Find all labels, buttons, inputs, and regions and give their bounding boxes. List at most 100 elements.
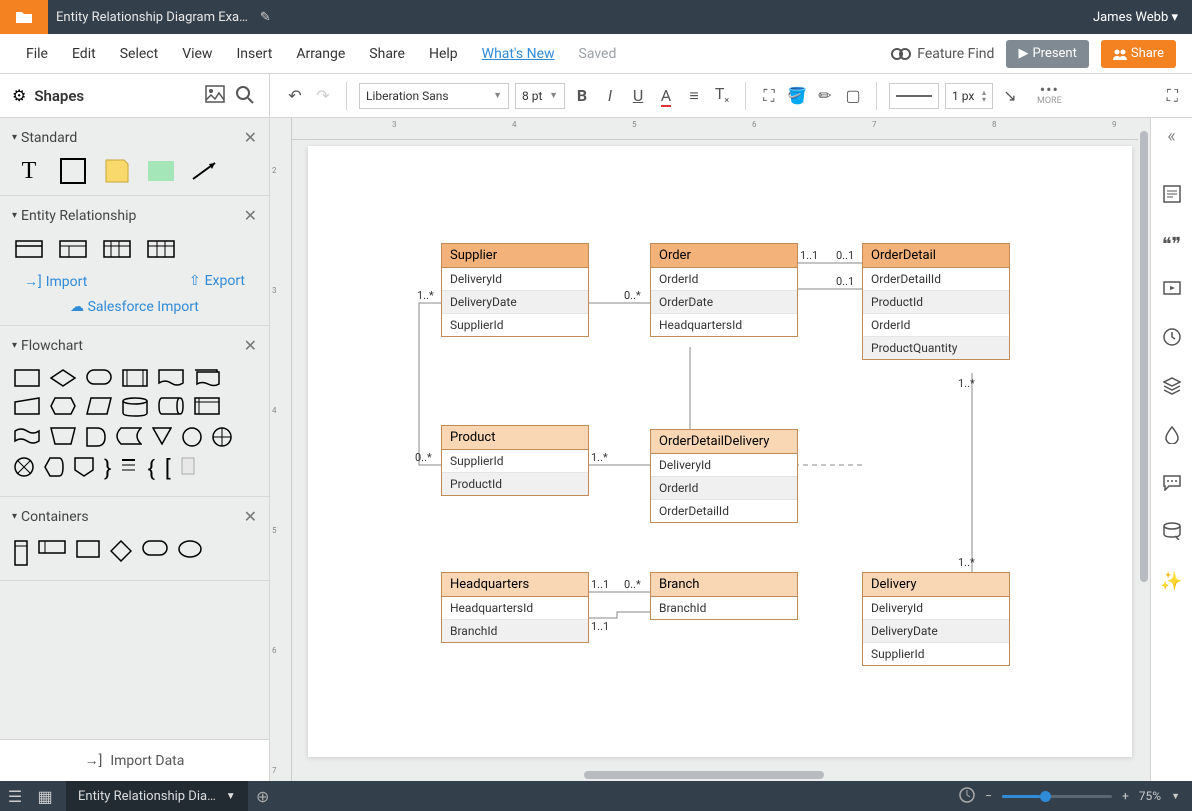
zoom-in-icon[interactable]: + [1122, 789, 1129, 803]
cont-2[interactable] [38, 540, 66, 554]
bold-icon[interactable]: B [571, 86, 593, 105]
er-shape-4[interactable] [146, 239, 176, 259]
italic-icon[interactable]: I [599, 86, 621, 105]
fc-multidoc[interactable] [194, 369, 220, 387]
menu-whats-new[interactable]: What's New [472, 40, 565, 68]
menu-select[interactable]: Select [110, 40, 168, 68]
undo-icon[interactable]: ↶ [284, 86, 306, 105]
fc-manualinput[interactable] [14, 397, 40, 415]
line-style-select[interactable] [889, 83, 939, 109]
canvas[interactable]: SupplierDeliveryIdDeliveryDateSupplierId… [292, 140, 1150, 769]
cont-5[interactable] [142, 540, 168, 556]
close-icon[interactable]: ✕ [244, 206, 257, 225]
more-button[interactable]: •••MORE [1037, 86, 1062, 106]
zoom-slider[interactable] [1002, 795, 1112, 798]
menu-help[interactable]: Help [419, 40, 468, 68]
er-shape-3[interactable] [102, 239, 132, 259]
image-icon[interactable] [205, 85, 227, 107]
panel-er-title[interactable]: Entity Relationship [21, 208, 136, 224]
close-icon[interactable]: ✕ [244, 128, 257, 147]
line-options-icon[interactable]: ↘ [999, 86, 1021, 105]
fc-internalstorage[interactable] [194, 397, 220, 415]
er-shape-2[interactable] [58, 239, 88, 259]
menu-edit[interactable]: Edit [62, 40, 106, 68]
er-shape-1[interactable] [14, 239, 44, 259]
close-icon[interactable]: ✕ [244, 336, 257, 355]
zoom-fit-icon[interactable] [959, 787, 975, 806]
layers-icon[interactable] [1163, 377, 1181, 400]
chat-icon[interactable] [1163, 475, 1181, 496]
data-icon[interactable] [1163, 522, 1181, 545]
fc-brace-r[interactable]: } [104, 457, 111, 482]
fc-database[interactable] [122, 397, 148, 417]
fill-icon[interactable]: 🪣 [786, 86, 808, 105]
fc-merge[interactable] [152, 427, 172, 445]
cont-4[interactable] [110, 540, 132, 562]
zoom-out-icon[interactable]: − [985, 789, 992, 803]
fc-papertape[interactable] [14, 427, 40, 445]
export-link[interactable]: ⇧Export [189, 273, 245, 290]
clear-format-icon[interactable]: T× [711, 84, 733, 106]
feature-find[interactable]: Feature Find [891, 46, 994, 62]
fc-connector[interactable] [182, 427, 202, 447]
fc-delay[interactable] [86, 427, 106, 447]
border-icon[interactable]: ✏ [814, 86, 836, 105]
panel-flowchart-title[interactable]: Flowchart [21, 338, 83, 354]
fc-terminator[interactable] [86, 369, 112, 385]
redo-icon[interactable]: ↷ [312, 86, 334, 105]
fullscreen-icon[interactable]: ⛶ [1167, 86, 1178, 106]
fc-document[interactable] [158, 369, 184, 387]
horizontal-scrollbar[interactable] [292, 769, 1150, 781]
user-menu[interactable]: James Webb ▾ [1093, 10, 1192, 25]
note-shape[interactable] [102, 161, 132, 181]
panel-standard-title[interactable]: Standard [21, 130, 77, 146]
history-icon[interactable] [1163, 328, 1181, 351]
fc-display[interactable] [44, 457, 64, 477]
textcolor-icon[interactable]: A [655, 86, 677, 105]
line-width-select[interactable]: 1 px▴▾ [945, 83, 993, 109]
collapse-icon[interactable]: « [1167, 126, 1175, 147]
cont-6[interactable] [178, 540, 202, 558]
menu-arrange[interactable]: Arrange [286, 40, 355, 68]
vertical-scrollbar[interactable] [1138, 118, 1150, 781]
import-data-button[interactable]: →]Import Data [0, 739, 269, 781]
fc-directdata[interactable] [158, 397, 184, 415]
quote-icon[interactable]: ❝❞ [1162, 234, 1181, 255]
search-icon[interactable] [235, 85, 257, 107]
underline-icon[interactable]: U [627, 86, 649, 105]
fc-process[interactable] [14, 369, 40, 387]
grid-icon[interactable]: ▦ [30, 787, 60, 806]
import-link[interactable]: →]Import [24, 273, 87, 290]
panel-containers-title[interactable]: Containers [21, 509, 89, 525]
text-shape[interactable]: T [14, 161, 44, 181]
block-shape[interactable] [146, 161, 176, 181]
rect-shape[interactable] [58, 161, 88, 181]
align-icon[interactable]: ≡ [683, 86, 705, 106]
menu-file[interactable]: File [16, 40, 58, 68]
fc-decision[interactable] [50, 369, 76, 387]
fc-card[interactable] [181, 457, 195, 475]
fc-manualop[interactable] [50, 427, 76, 445]
menu-share[interactable]: Share [359, 40, 415, 68]
page-tab[interactable]: Entity Relationship Dia…▼ [66, 781, 248, 811]
folder-icon[interactable] [0, 0, 48, 34]
fc-note[interactable] [121, 457, 137, 473]
present-icon[interactable] [1163, 281, 1181, 302]
fc-predefined[interactable] [122, 369, 148, 387]
drop-icon[interactable] [1165, 426, 1179, 449]
fc-bracket[interactable]: [ [165, 457, 171, 482]
crop-icon[interactable]: ⛶ [758, 86, 780, 106]
outline-icon[interactable]: ☰ [0, 787, 30, 806]
cont-1[interactable] [14, 540, 28, 566]
document-title[interactable]: Entity Relationship Diagram Exa… [48, 10, 248, 25]
present-button[interactable]: ▶ Present [1006, 40, 1088, 68]
salesforce-link[interactable]: ☁ Salesforce Import [70, 299, 199, 315]
menu-insert[interactable]: Insert [226, 40, 282, 68]
edit-title-icon[interactable]: ✎ [260, 10, 271, 25]
comment-icon[interactable] [1163, 185, 1181, 208]
fc-preparation[interactable] [50, 397, 76, 415]
zoom-level[interactable]: 75% [1139, 789, 1161, 803]
font-select[interactable]: Liberation Sans▼ [359, 83, 509, 109]
cont-3[interactable] [76, 540, 100, 558]
fc-brace-l[interactable]: { [147, 457, 154, 482]
